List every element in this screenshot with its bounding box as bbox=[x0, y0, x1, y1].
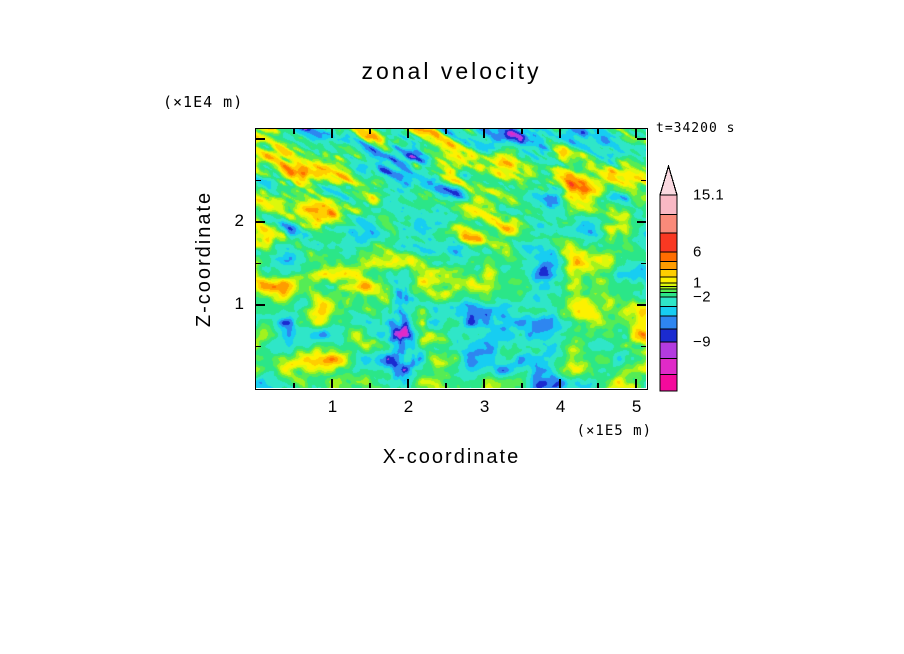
z-axis-unit-label: (×1E4 m) bbox=[163, 93, 244, 111]
colorbar-bar bbox=[659, 165, 678, 392]
x-tick-label: 2 bbox=[403, 397, 414, 416]
z-tick-label: 2 bbox=[234, 211, 244, 231]
colorbar-tick-label: 1 bbox=[693, 274, 702, 292]
x-tick-label: 5 bbox=[631, 397, 642, 416]
colorbar: 15.1 6 1 −2 −9 bbox=[659, 165, 789, 405]
x-tick-label: 4 bbox=[555, 397, 566, 416]
x-tick-label: 3 bbox=[479, 397, 490, 416]
plot-area bbox=[255, 128, 648, 390]
colorbar-tick-label: −2 bbox=[693, 288, 712, 306]
x-axis-title: X-coordinate bbox=[382, 446, 521, 468]
z-axis-title: Z-coordinate bbox=[193, 190, 215, 328]
heatmap-canvas bbox=[256, 129, 646, 388]
chart-title: zonal velocity bbox=[361, 58, 542, 84]
colorbar-tick-label: −9 bbox=[693, 333, 712, 351]
colorbar-tick-label: 15.1 bbox=[693, 186, 725, 204]
time-annotation: t=34200 s bbox=[656, 121, 736, 136]
x-tick-label: 1 bbox=[327, 397, 338, 416]
x-axis-unit-label: (×1E5 m) bbox=[576, 423, 652, 439]
z-tick-label: 1 bbox=[234, 294, 244, 314]
colorbar-tick-label: 6 bbox=[693, 243, 702, 261]
